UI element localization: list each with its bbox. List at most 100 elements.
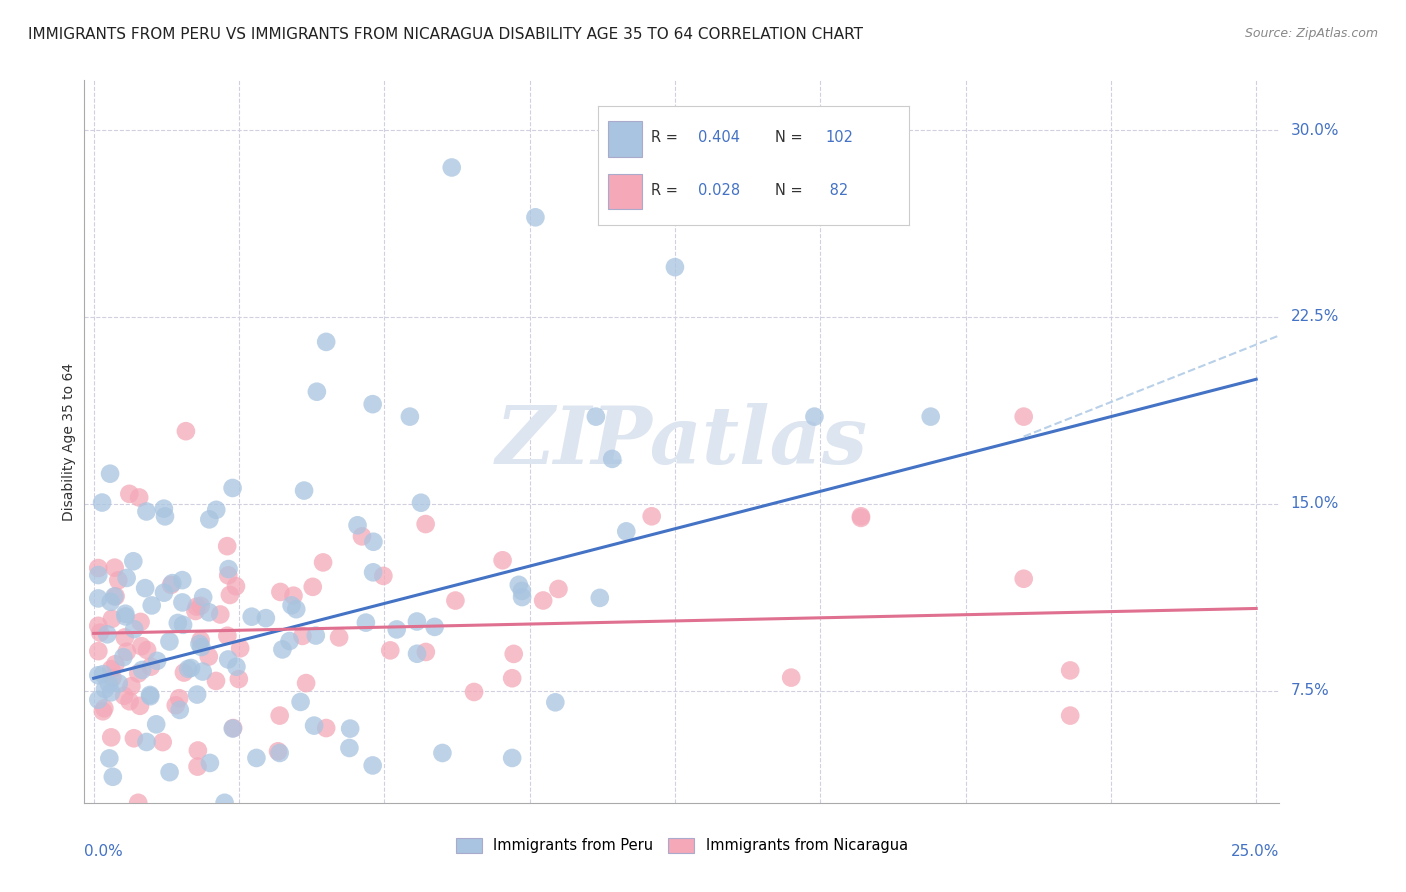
Point (350, 529, 373, 543)
Point (172, 595, 194, 609)
Point (1059, 664, 1081, 678)
Point (145, 717, 167, 731)
Point (91, 495, 114, 509)
Point (217, 539, 239, 553)
Point (229, 641, 252, 656)
Point (245, 751, 267, 765)
Point (186, 688, 208, 702)
Text: ZIPatlas: ZIPatlas (496, 403, 868, 480)
Point (444, 593, 467, 607)
Point (104, 589, 127, 603)
Point (169, 703, 191, 717)
Point (225, 579, 247, 593)
Point (278, 634, 301, 648)
Point (217, 568, 239, 582)
Point (122, 622, 145, 636)
Point (112, 689, 135, 703)
Point (139, 690, 162, 704)
Point (491, 553, 513, 567)
Point (218, 562, 240, 576)
Point (664, 260, 686, 274)
Point (128, 491, 150, 505)
Point (103, 590, 125, 604)
Point (136, 643, 159, 657)
Text: 7.5%: 7.5% (1291, 683, 1329, 698)
Point (339, 722, 361, 736)
Point (152, 735, 174, 749)
Point (100, 685, 122, 699)
Point (283, 589, 305, 603)
Point (305, 628, 328, 642)
Point (98, 677, 121, 691)
Point (228, 672, 250, 686)
Point (409, 496, 432, 510)
Point (415, 517, 437, 532)
Point (198, 605, 221, 619)
Point (101, 612, 124, 626)
Point (544, 695, 567, 709)
Point (254, 611, 277, 625)
Text: 22.5%: 22.5% (1291, 310, 1339, 325)
Point (1059, 708, 1081, 723)
Point (585, 409, 607, 424)
Point (432, 746, 454, 760)
Point (373, 569, 395, 583)
Point (191, 591, 214, 605)
Point (120, 679, 142, 693)
Point (172, 573, 194, 587)
Point (328, 631, 350, 645)
Point (98, 751, 121, 765)
Point (177, 662, 200, 676)
Point (291, 629, 314, 643)
Point (531, 593, 554, 607)
Point (153, 501, 176, 516)
Point (406, 647, 429, 661)
Point (197, 649, 219, 664)
Point (315, 721, 337, 735)
Point (361, 397, 384, 411)
Point (641, 509, 664, 524)
Point (87, 619, 110, 633)
Point (146, 654, 169, 668)
Point (87, 668, 110, 682)
Point (100, 662, 122, 676)
Point (217, 652, 239, 666)
Point (339, 741, 361, 756)
Point (87, 644, 110, 658)
Text: IMMIGRANTS FROM PERU VS IMMIGRANTS FROM NICARAGUA DISABILITY AGE 35 TO 64 CORREL: IMMIGRANTS FROM PERU VS IMMIGRANTS FROM … (28, 27, 863, 42)
Point (139, 688, 162, 702)
Point (920, 409, 942, 424)
Point (87, 692, 110, 706)
Point (104, 657, 127, 672)
Text: 30.0%: 30.0% (1291, 122, 1339, 137)
Point (406, 615, 429, 629)
Point (508, 578, 530, 592)
Point (186, 599, 208, 614)
Point (153, 585, 176, 599)
Text: 0.0%: 0.0% (84, 845, 124, 860)
Point (118, 487, 141, 501)
Point (198, 756, 221, 770)
Point (167, 691, 190, 706)
Point (302, 718, 325, 732)
Point (547, 582, 569, 596)
Legend: Immigrants from Peru, Immigrants from Nicaragua: Immigrants from Peru, Immigrants from Ni… (449, 830, 915, 861)
Text: 15.0%: 15.0% (1291, 496, 1339, 511)
Point (295, 676, 318, 690)
Point (267, 744, 290, 758)
Point (172, 617, 194, 632)
Point (153, 509, 176, 524)
Point (87, 591, 110, 606)
Point (122, 731, 145, 746)
Point (135, 504, 157, 518)
Point (423, 620, 446, 634)
Point (415, 645, 437, 659)
Point (190, 633, 212, 648)
Point (280, 599, 302, 613)
Point (87, 561, 110, 575)
Point (222, 721, 245, 735)
Point (205, 673, 228, 688)
Point (1012, 409, 1035, 424)
Point (115, 645, 138, 659)
Point (354, 615, 377, 630)
